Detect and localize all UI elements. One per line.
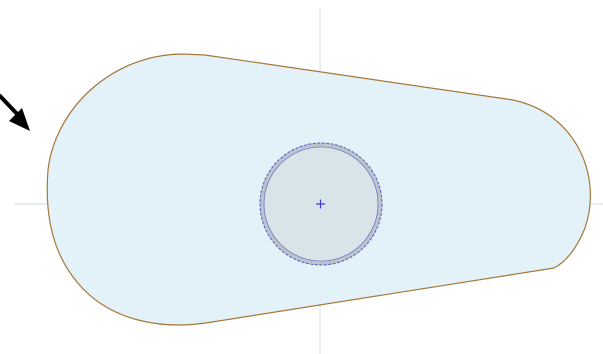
center-cross-icon bbox=[316, 199, 325, 209]
arrow-icon bbox=[0, 94, 30, 131]
